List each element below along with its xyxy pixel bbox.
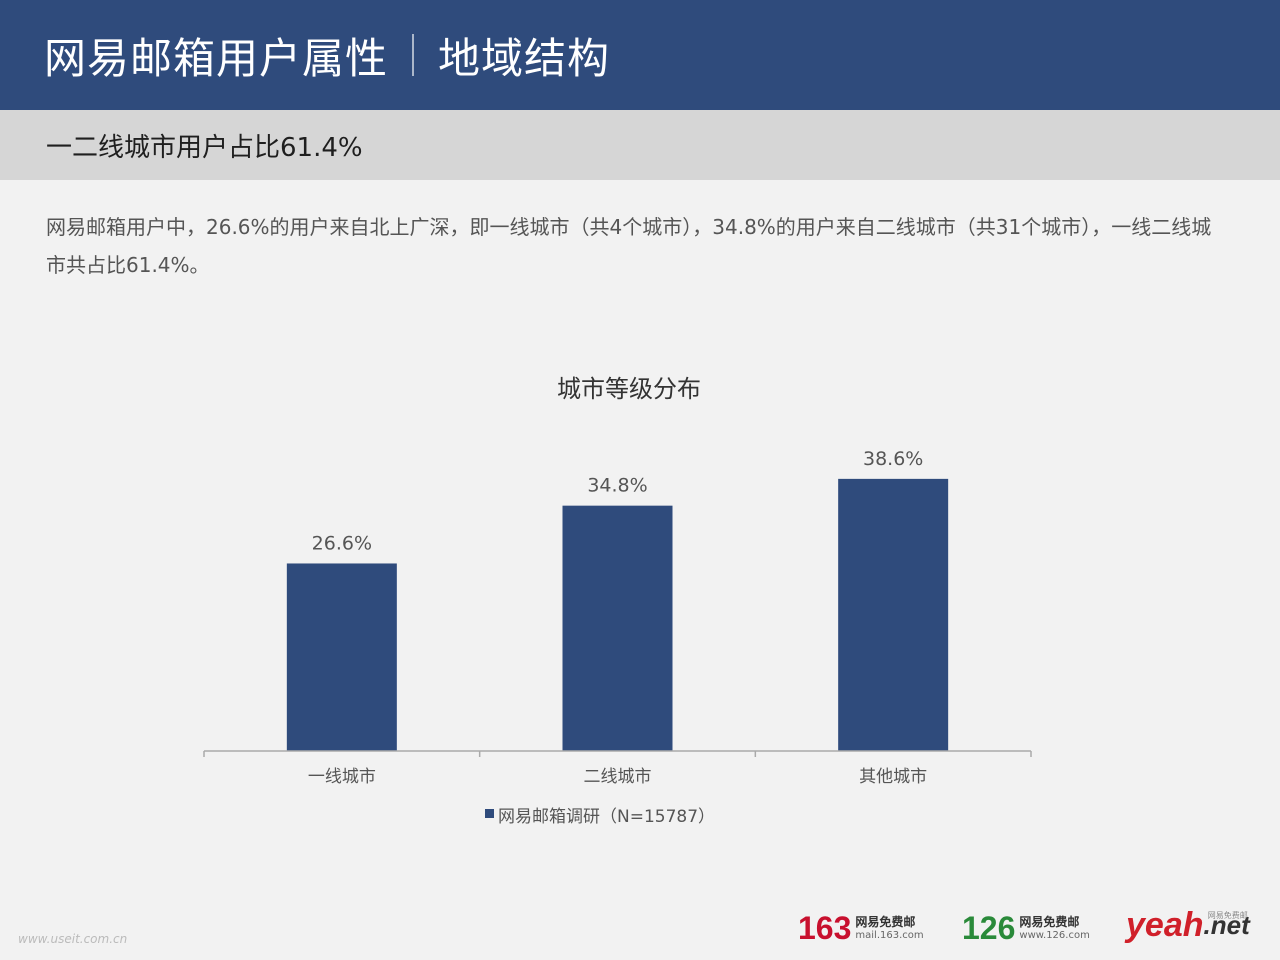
logo-126-domain: www.126.com	[1019, 929, 1090, 941]
section-heading: 一二线城市用户占比61.4%	[46, 132, 363, 163]
logo-yeah-brand: yeah	[1126, 906, 1204, 944]
data-label-3: 38.6%	[863, 448, 923, 470]
bar-1	[286, 563, 397, 751]
title-divider	[412, 34, 415, 76]
logo-126: 126 网易免费邮 www.126.com	[962, 910, 1090, 947]
page-subtitle: 地域结构	[438, 33, 611, 83]
x-tick-label-1: 一线城市	[308, 767, 376, 787]
logo-126-name: 网易免费邮	[1019, 914, 1080, 929]
watermark-text: www.useit.com.cn	[18, 932, 128, 946]
logo-yeah-net: yeah .net 网易免费邮	[1126, 906, 1250, 945]
legend-swatch	[485, 809, 494, 818]
section-banner: 一二线城市用户占比61.4%	[0, 110, 1280, 180]
logo-163: 163 网易免费邮 mail.163.com	[798, 910, 924, 947]
x-tick-label-3: 其他城市	[859, 767, 927, 787]
logo-yeah-tag: 网易免费邮	[1207, 911, 1248, 920]
chart-title: 城市等级分布	[557, 375, 701, 403]
bar-2	[562, 505, 673, 751]
logo-163-number: 163	[798, 910, 852, 946]
description-text: 网易邮箱用户中，26.6%的用户来自北上广深，即一线城市（共4个城市），34.8…	[46, 215, 1212, 277]
logo-126-number: 126	[962, 910, 1016, 946]
logo-163-domain: mail.163.com	[855, 929, 924, 941]
data-label-1: 26.6%	[312, 532, 372, 554]
header-bar: 网易邮箱用户属性 地域结构	[0, 0, 1280, 110]
logo-163-name: 网易免费邮	[855, 914, 916, 929]
legend-label: 网易邮箱调研（N=15787）	[498, 807, 715, 827]
page-title: 网易邮箱用户属性	[44, 33, 389, 83]
data-label-2: 34.8%	[587, 475, 647, 497]
bar-3	[838, 478, 949, 751]
logo-yeah-suffix: .net	[1203, 910, 1250, 940]
x-tick-label-2: 二线城市	[584, 767, 652, 787]
